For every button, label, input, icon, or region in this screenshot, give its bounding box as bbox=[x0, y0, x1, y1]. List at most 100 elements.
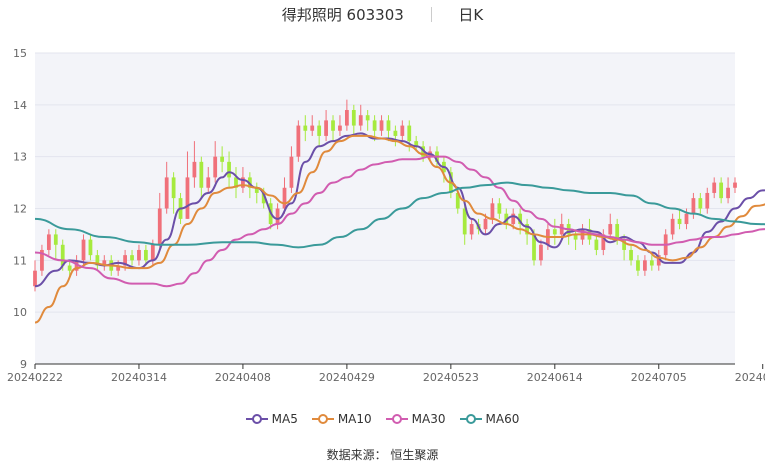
series-line-ma30 bbox=[34, 155, 765, 288]
legend-item-ma60[interactable]: MA60 bbox=[459, 412, 519, 426]
candle-body bbox=[656, 255, 661, 266]
candle-body bbox=[171, 177, 176, 199]
candle-body bbox=[483, 218, 488, 230]
candle-body bbox=[116, 265, 121, 271]
candle-body bbox=[684, 213, 689, 225]
chart-legend: MA5 MA10 MA30 MA60 bbox=[0, 412, 765, 426]
candle-body bbox=[719, 182, 724, 199]
candle-body bbox=[324, 120, 328, 136]
y-tick-label: 9 bbox=[20, 358, 27, 371]
y-tick-label: 12 bbox=[13, 203, 27, 216]
candle-body bbox=[303, 125, 308, 131]
y-tick-label: 14 bbox=[13, 99, 27, 112]
candle-body bbox=[289, 156, 294, 188]
candle-body bbox=[40, 249, 44, 271]
candle-body bbox=[227, 161, 231, 178]
candle-body bbox=[144, 249, 148, 261]
x-tick-label: 20240222 bbox=[7, 371, 63, 384]
candle-body bbox=[220, 156, 225, 162]
x-tick-label: 20240429 bbox=[319, 371, 375, 384]
candle-body bbox=[206, 177, 211, 188]
candle-body bbox=[192, 161, 197, 178]
legend-item-ma10[interactable]: MA10 bbox=[311, 412, 372, 426]
candle-body bbox=[53, 234, 58, 245]
candle-body bbox=[594, 239, 599, 250]
candle-body bbox=[490, 203, 495, 219]
candle-body bbox=[296, 125, 301, 157]
candle-body bbox=[33, 270, 37, 287]
candle-body bbox=[608, 224, 613, 235]
candle-body bbox=[123, 255, 127, 266]
candle-body bbox=[539, 244, 543, 261]
x-tick-label: 20240705 bbox=[631, 371, 687, 384]
x-tick-label: 20240726 bbox=[735, 371, 765, 384]
candle-body bbox=[511, 213, 516, 225]
candle-body bbox=[552, 229, 557, 235]
candle-body bbox=[88, 239, 93, 256]
candle-body bbox=[137, 249, 141, 261]
candle-body bbox=[497, 203, 502, 214]
candle-body bbox=[733, 182, 737, 188]
y-tick-label: 13 bbox=[13, 151, 27, 164]
candle-body bbox=[643, 260, 647, 271]
candle-body bbox=[559, 224, 564, 235]
candle-body bbox=[331, 120, 335, 131]
candle-body bbox=[670, 218, 675, 235]
series-line-ma5 bbox=[34, 132, 765, 288]
legend-item-ma30[interactable]: MA30 bbox=[385, 412, 446, 426]
candle-body bbox=[338, 125, 342, 131]
chart-title: 得邦照明 603303 日K bbox=[0, 4, 765, 25]
candle-body bbox=[344, 110, 349, 126]
candle-body bbox=[241, 177, 245, 188]
y-tick-label: 10 bbox=[13, 306, 27, 319]
candle-body bbox=[164, 177, 169, 209]
series-line-ma10 bbox=[34, 134, 765, 324]
candle-body bbox=[393, 130, 398, 136]
candle-body bbox=[573, 234, 578, 240]
candle-body bbox=[46, 234, 51, 250]
candle-body bbox=[358, 115, 363, 126]
stock-title: 得邦照明 603303 bbox=[281, 6, 404, 24]
legend-label: MA30 bbox=[411, 412, 446, 426]
candle-body bbox=[95, 255, 100, 266]
candle-body bbox=[622, 239, 626, 250]
legend-label: MA5 bbox=[271, 412, 298, 426]
legend-swatch bbox=[311, 414, 334, 424]
legend-swatch bbox=[245, 414, 268, 424]
title-divider bbox=[430, 7, 432, 22]
candle-body bbox=[705, 192, 710, 209]
candle-body bbox=[157, 208, 162, 245]
candle-body bbox=[130, 255, 134, 261]
candle-body bbox=[525, 224, 529, 235]
candle-body bbox=[518, 213, 523, 225]
candle-body bbox=[261, 192, 266, 204]
legend-item-ma5[interactable]: MA5 bbox=[245, 412, 298, 426]
candle-body bbox=[691, 198, 696, 214]
series-line-ma60 bbox=[34, 181, 765, 249]
candle-body bbox=[234, 177, 238, 188]
candle-body bbox=[462, 208, 467, 235]
candle-body bbox=[310, 125, 315, 131]
legend-swatch bbox=[385, 414, 408, 424]
candle-body bbox=[407, 125, 412, 142]
candle-body bbox=[365, 115, 370, 121]
candle-body bbox=[67, 265, 72, 271]
candle-body bbox=[712, 182, 717, 193]
candle-body bbox=[629, 249, 633, 261]
candle-body bbox=[677, 218, 682, 225]
x-tick-label: 20240408 bbox=[215, 371, 271, 384]
candle-body bbox=[414, 141, 419, 147]
candle-body bbox=[74, 260, 79, 271]
candle-body bbox=[615, 224, 620, 240]
data-source: 数据来源： 恒生聚源 bbox=[326, 448, 439, 462]
candle-body bbox=[386, 120, 391, 131]
x-tick-label: 20240314 bbox=[111, 371, 167, 384]
candle-body bbox=[213, 156, 218, 178]
legend-swatch bbox=[459, 414, 482, 424]
candle-body bbox=[400, 125, 405, 136]
candle-body bbox=[601, 234, 606, 250]
candle-body bbox=[379, 120, 384, 131]
period-label: 日K bbox=[458, 6, 484, 24]
legend-label: MA10 bbox=[337, 412, 372, 426]
